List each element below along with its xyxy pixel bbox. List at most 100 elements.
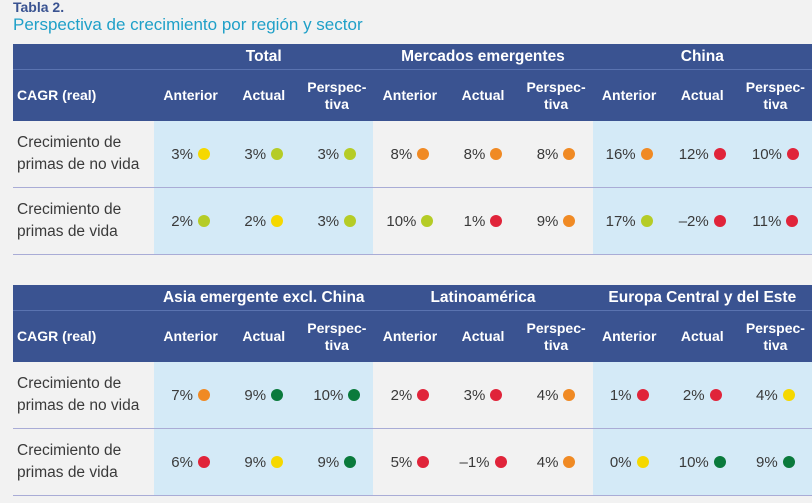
sub-header: Perspec-tiva [300, 69, 374, 121]
value: 2% [244, 212, 267, 230]
status-dot-icon [713, 147, 726, 160]
value-cell: 10% [373, 187, 447, 255]
value-cell: –1% [446, 428, 520, 496]
corner-cell [13, 44, 155, 70]
sub-header: Actual [665, 69, 739, 121]
status-dot-icon [563, 147, 576, 160]
region-header: Asia emergente excl. China [154, 285, 374, 311]
value-cell: 2% [373, 362, 447, 429]
value-cell: 3% [154, 121, 228, 188]
value-cell: 0% [592, 428, 666, 496]
value: 10% [386, 212, 417, 230]
row-label: Crecimiento de primas de no vida [13, 362, 155, 429]
status-dot-icon [640, 147, 653, 160]
status-dot-icon [563, 455, 576, 468]
corner-cell [13, 285, 155, 311]
value: 3% [171, 145, 193, 163]
sub-header: Actual [227, 310, 301, 362]
sub-header: Anterior [154, 69, 228, 121]
value-cell: 3% [300, 187, 374, 255]
sub-header: Anterior [373, 69, 447, 121]
value: 9% [756, 453, 778, 471]
value-cell: 9% [738, 428, 812, 496]
sub-header: Anterior [592, 69, 666, 121]
status-dot-icon [344, 147, 357, 160]
value: –2% [678, 212, 709, 230]
status-dot-icon [197, 147, 210, 160]
value: 3% [317, 145, 340, 163]
value: 9% [317, 453, 340, 471]
table-number: Tabla 2. [13, 0, 65, 15]
status-dot-icon [197, 388, 210, 401]
status-dot-icon [782, 455, 795, 468]
table-row: Crecimiento de primas de vida 2% 2% 3% 10% 1%… [13, 187, 812, 255]
table-subtitle: Perspectiva de crecimiento por región y … [13, 15, 363, 34]
value-cell: 4% [519, 428, 593, 496]
status-dot-icon [563, 388, 576, 401]
row-label: Crecimiento de primas de vida [13, 187, 155, 255]
sub-header: Anterior [592, 310, 666, 362]
value-cell: 8% [519, 121, 593, 188]
value: 8% [463, 145, 486, 163]
value: 16% [605, 145, 636, 163]
status-dot-icon [417, 388, 430, 401]
sub-header: Actual [665, 310, 739, 362]
value: 0% [609, 453, 632, 471]
value: 8% [390, 145, 413, 163]
status-dot-icon [344, 455, 357, 468]
region-header: Europa Central y del Este [592, 285, 812, 311]
status-dot-icon [782, 388, 795, 401]
status-dot-icon [713, 455, 726, 468]
value: 4% [756, 386, 778, 404]
status-dot-icon [636, 455, 649, 468]
value: 3% [244, 145, 267, 163]
status-dot-icon [490, 214, 503, 227]
value-cell: 17% [592, 187, 666, 255]
value: 1% [609, 386, 632, 404]
status-dot-icon [271, 147, 284, 160]
row-label: Crecimiento de primas de vida [13, 428, 155, 496]
value-cell: 10% [300, 362, 374, 429]
value: 1% [463, 212, 486, 230]
value-cell: 3% [300, 121, 374, 188]
value: 12% [678, 145, 709, 163]
status-dot-icon [197, 455, 210, 468]
value: 7% [171, 386, 193, 404]
growth-table-1: Total Mercados emergentes China CAGR (real)… [13, 44, 812, 255]
sub-header: Anterior [154, 310, 228, 362]
region-header: Latinoamérica [373, 285, 593, 311]
value-cell: 4% [519, 362, 593, 429]
status-dot-icon [640, 214, 653, 227]
status-dot-icon [709, 388, 722, 401]
value-cell: 2% [227, 187, 301, 255]
value: 10% [751, 145, 782, 163]
status-dot-icon [417, 455, 430, 468]
row-label: Crecimiento de primas de no vida [13, 121, 155, 188]
value-cell: 5% [373, 428, 447, 496]
row-header: CAGR (real) [13, 310, 155, 362]
value-cell: 6% [154, 428, 228, 496]
sub-header: Perspec-tiva [519, 310, 593, 362]
status-dot-icon [490, 147, 503, 160]
region-header: Total [154, 44, 374, 70]
table-row: Crecimiento de primas de vida 6% 9% 9% 5% –1%… [13, 428, 812, 496]
value-cell: 4% [738, 362, 812, 429]
value-cell: 7% [154, 362, 228, 429]
table-row: Crecimiento de primas de no vida 3% 3% 3% 8%… [13, 121, 812, 188]
status-dot-icon [494, 455, 507, 468]
value: 5% [390, 453, 413, 471]
value-cell: 1% [592, 362, 666, 429]
value: 10% [313, 386, 344, 404]
value-cell: 9% [519, 187, 593, 255]
status-dot-icon [786, 214, 799, 227]
status-dot-icon [271, 455, 284, 468]
value: 2% [390, 386, 413, 404]
value: –1% [459, 453, 490, 471]
sub-header: Actual [227, 69, 301, 121]
value: 2% [171, 212, 193, 230]
row-header: CAGR (real) [13, 69, 155, 121]
status-dot-icon [563, 214, 576, 227]
value-cell: 3% [227, 121, 301, 188]
sub-header: Perspec-tiva [738, 310, 812, 362]
value-cell: 9% [227, 428, 301, 496]
